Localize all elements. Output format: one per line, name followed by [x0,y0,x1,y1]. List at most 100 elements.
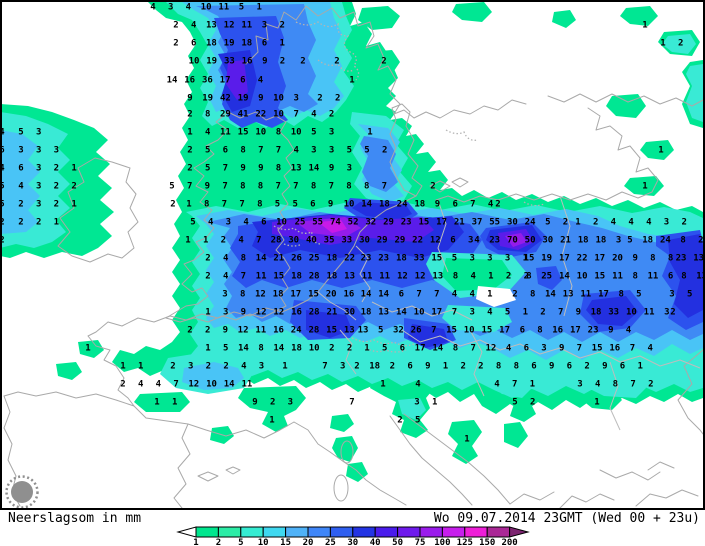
legend-segment [240,526,264,538]
precipitation-value: 18 [360,307,372,318]
precipitation-value: 13 [343,325,355,336]
precipitation-value: 3 [487,253,493,264]
precipitation-value: 8 [495,361,502,372]
precip-band-75mm [318,220,347,233]
precipitation-value: 18 [291,271,302,282]
precipitation-value: 20 [325,289,337,300]
precipitation-value: 14 [273,343,285,354]
precipitation-value: 10 [276,217,287,228]
precipitation-value: 2 [173,20,179,31]
precipitation-value: 4 [2,128,5,138]
precipitation-value: 9 [240,163,246,174]
precipitation-value: 10 [255,127,267,138]
precipitation-value: 25 [308,253,320,264]
precipitation-value: 23 [489,235,501,246]
precipitation-value: 16 [184,75,196,86]
precipitation-value: 1 [205,343,211,354]
precipitation-value: 2 [173,38,179,49]
precipitation-value: 14 [223,379,235,390]
legend-tick-label: 1 [193,538,198,546]
precipitation-value: 3 [287,397,294,408]
precipitation-value: 8 [667,253,674,264]
precipitation-value: 30 [542,235,554,246]
legend-segment [464,526,488,538]
precipitation-value: 3 [311,145,317,156]
precipitation-value: 1 [137,361,144,372]
precipitation-value: 36 [201,75,213,86]
precipitation-value: 5 [627,235,633,246]
legend-segment [307,526,331,538]
precipitation-value: 2 [698,235,704,246]
precipitation-value: 1 [171,397,178,408]
legend-tick-label: 75 [415,538,426,546]
precipitation-value: 11 [643,307,655,318]
precipitation-value: 9 [222,325,229,336]
precipitation-value: 1 [282,361,288,372]
precipitation-value: 1 [269,415,275,426]
precipitation-value: 18 [205,38,217,49]
precipitation-value: 4 [487,199,494,210]
precipitation-value: 9 [252,397,258,408]
precipitation-value: 1 [120,361,126,372]
precipitation-value: 4 [222,271,229,282]
precipitation-value: 5 [364,145,370,156]
precipitation-values-layer: 4 3 4 10 11 5 1 2 4 13 12 11 3 2 1 2 6 18 19 18 6 1 1 2 10 19 33 16… [2,3,705,444]
precipitation-value: 33 [223,56,235,67]
precipitation-value: 12 [254,289,266,300]
precipitation-value: 5 [377,325,384,336]
precipitation-value: 1 [279,38,285,49]
precipitation-value: 2 [205,253,211,264]
precipitation-value: 13 [205,20,217,31]
precipitation-value: 3 [469,253,475,264]
precipitation-value: 17 [431,307,443,318]
precipitation-value: 11 [241,379,253,390]
precipitation-value: 8 [632,271,638,282]
precipitation-value: 3 [469,307,475,318]
precipitation-value: 4 [137,379,144,390]
precipitation-value: 4 [415,379,421,390]
precipitation-value: 5 [686,289,693,300]
precipitation-value: 2 [681,217,687,228]
precipitation-value: 1 [642,181,648,192]
precipitation-value: 1 [442,361,449,372]
precipitation-value: 32 [392,325,404,336]
precipitation-value: 4 [222,253,229,264]
precipitation-value: 11 [612,271,623,282]
precipitation-value: 2 [53,199,60,210]
precipitation-value: 5 [545,217,551,228]
precipitation-value: 3 [615,235,622,246]
precipitation-value: 1 [522,307,529,318]
precipitation-value: 18 [590,307,602,318]
precipitation-value: 37 [471,217,483,228]
precipitation-value: 7 [275,181,281,192]
precipitation-value: 18 [642,235,654,246]
precipitation-value: 23 [675,253,687,264]
precipitation-value: 26 [410,325,422,336]
precipitation-value: 14 [237,343,249,354]
precipitation-value: 8 [452,343,459,354]
precipitation-value: 10 [273,109,284,120]
precipitation-value: 18 [577,235,589,246]
precipitation-value: 24 [290,325,302,336]
precipitation-value: 7 [470,199,476,210]
precipitation-value: 12 [188,379,200,390]
precipitation-value: 2 [648,379,654,390]
precipitation-value: 4 [241,361,247,372]
precipitation-value: 21 [326,307,338,318]
precipitation-value: 6 [398,289,405,300]
precipitation-value: 2 [389,361,396,372]
precipitation-value: 1 [187,127,193,138]
precipitation-value: 5 [222,343,229,354]
precipitation-value: 4 [238,235,244,246]
precipitation-value: 10 [576,271,588,282]
precipitation-value: 22 [576,253,588,264]
coastline-northsea-channel [87,195,417,407]
precipitation-value: 3 [339,361,346,372]
coastline-black-sea [677,349,703,435]
precipitation-value: 4 [18,181,24,192]
precipitation-value: 6 [519,325,526,336]
legend-tick-label: 5 [238,538,243,546]
precipitation-value: 1 [660,38,666,49]
precipitation-value: 3 [222,289,228,300]
precipitation-value: 13 [693,253,705,264]
